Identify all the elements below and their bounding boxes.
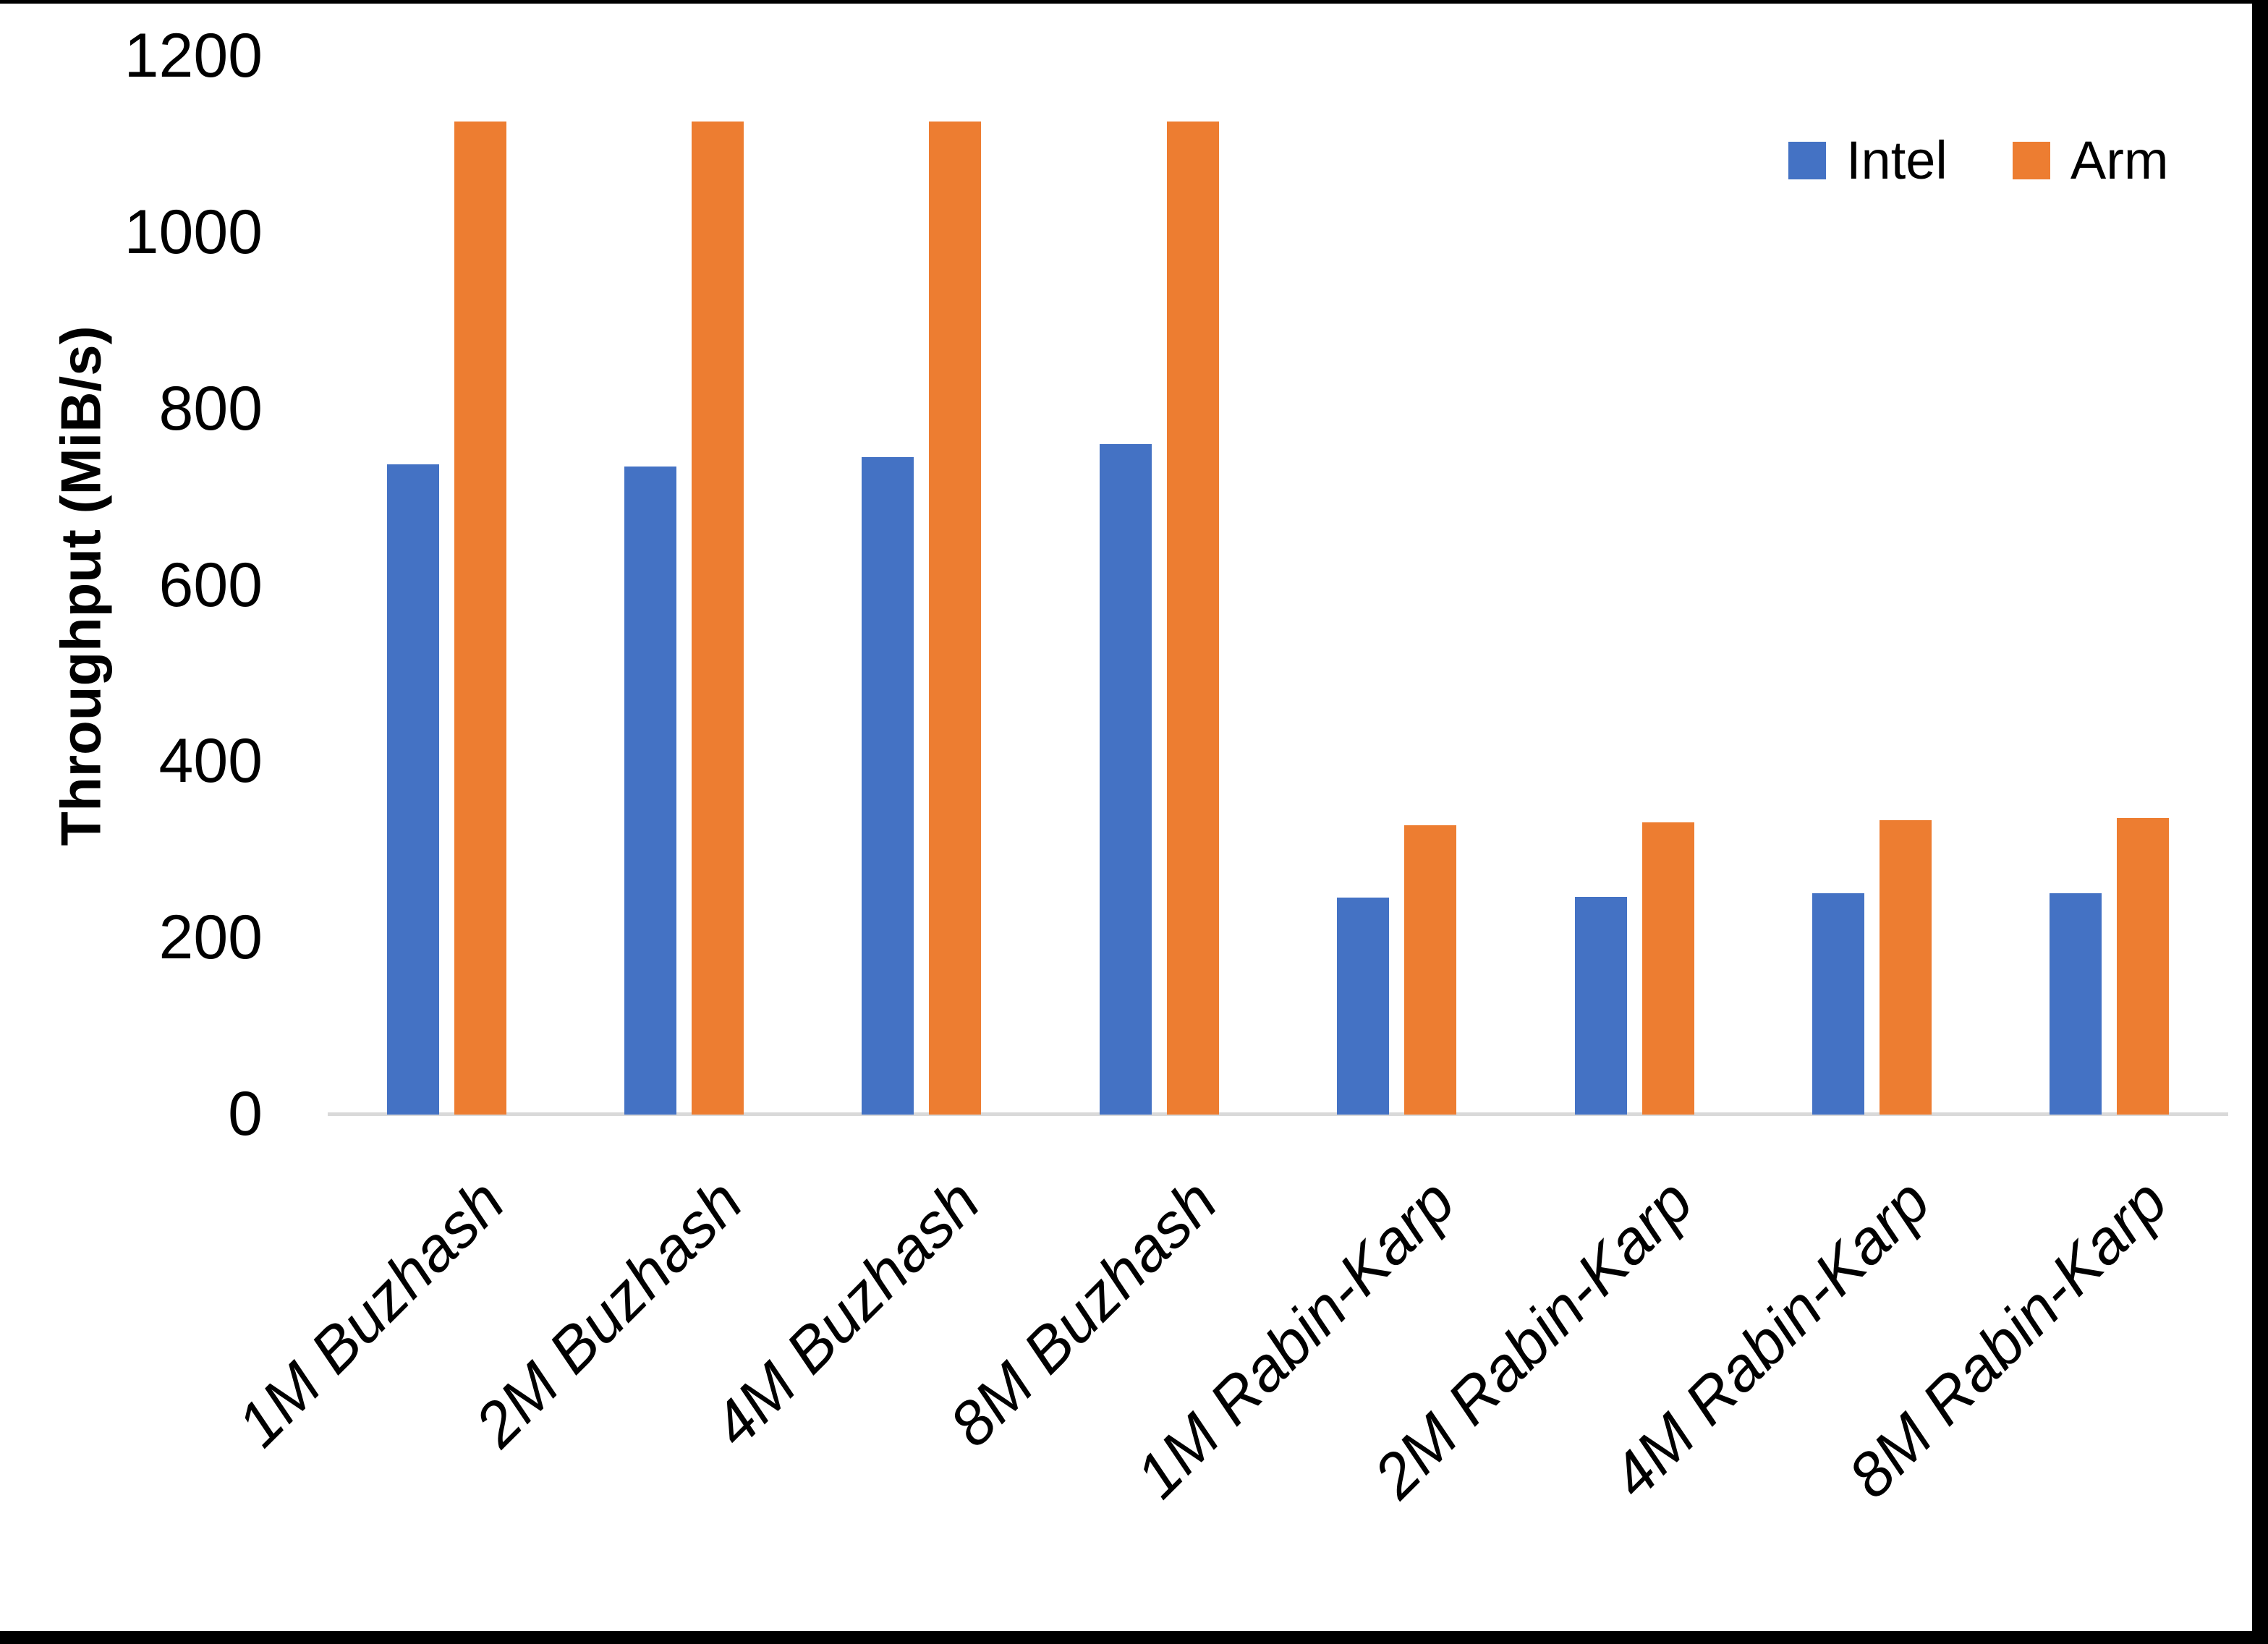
y-tick-label-800: 800 — [158, 373, 263, 443]
bar-arm-4m-buzhash — [929, 122, 982, 1115]
bar-intel-4m-buzhash — [862, 456, 914, 1115]
bar-arm-8m-buzhash — [1166, 122, 1219, 1115]
bar-intel-4m-rabin-karp — [1812, 893, 1864, 1115]
bar-arm-2m-buzhash — [692, 122, 744, 1115]
legend-swatch-intel — [1788, 141, 1826, 179]
bar-arm-4m-rabin-karp — [1879, 819, 1932, 1115]
legend: Intel Arm — [1788, 129, 2169, 191]
right-border-line — [2252, 0, 2268, 1644]
y-tick-label-0: 0 — [228, 1079, 263, 1149]
legend-item-intel: Intel — [1788, 129, 1948, 191]
y-tick-label-600: 600 — [158, 550, 263, 620]
y-tick-label-400: 400 — [158, 726, 263, 796]
y-tick-label-1200: 1200 — [124, 21, 263, 90]
legend-label-arm: Arm — [2070, 130, 2169, 190]
bar-arm-1m-rabin-karp — [1404, 825, 1457, 1115]
bar-arm-2m-rabin-karp — [1641, 822, 1694, 1115]
bottom-border-line — [0, 1631, 2268, 1644]
top-border-line — [0, 0, 2268, 4]
bar-arm-1m-buzhash — [454, 122, 506, 1115]
y-tick-label-200: 200 — [158, 903, 263, 973]
legend-swatch-arm — [2012, 141, 2050, 179]
y-tick-label-1000: 1000 — [124, 197, 263, 267]
legend-item-arm: Arm — [2012, 129, 2169, 191]
bar-intel-8m-rabin-karp — [2050, 893, 2102, 1115]
bar-intel-2m-rabin-karp — [1574, 896, 1627, 1115]
legend-label-intel: Intel — [1846, 130, 1948, 190]
bar-intel-8m-buzhash — [1099, 444, 1152, 1115]
x-axis-line — [328, 1112, 2228, 1116]
bar-intel-1m-rabin-karp — [1337, 898, 1390, 1115]
bar-arm-8m-rabin-karp — [2117, 818, 2170, 1115]
bar-intel-1m-buzhash — [386, 464, 439, 1115]
bar-intel-2m-buzhash — [624, 466, 677, 1115]
